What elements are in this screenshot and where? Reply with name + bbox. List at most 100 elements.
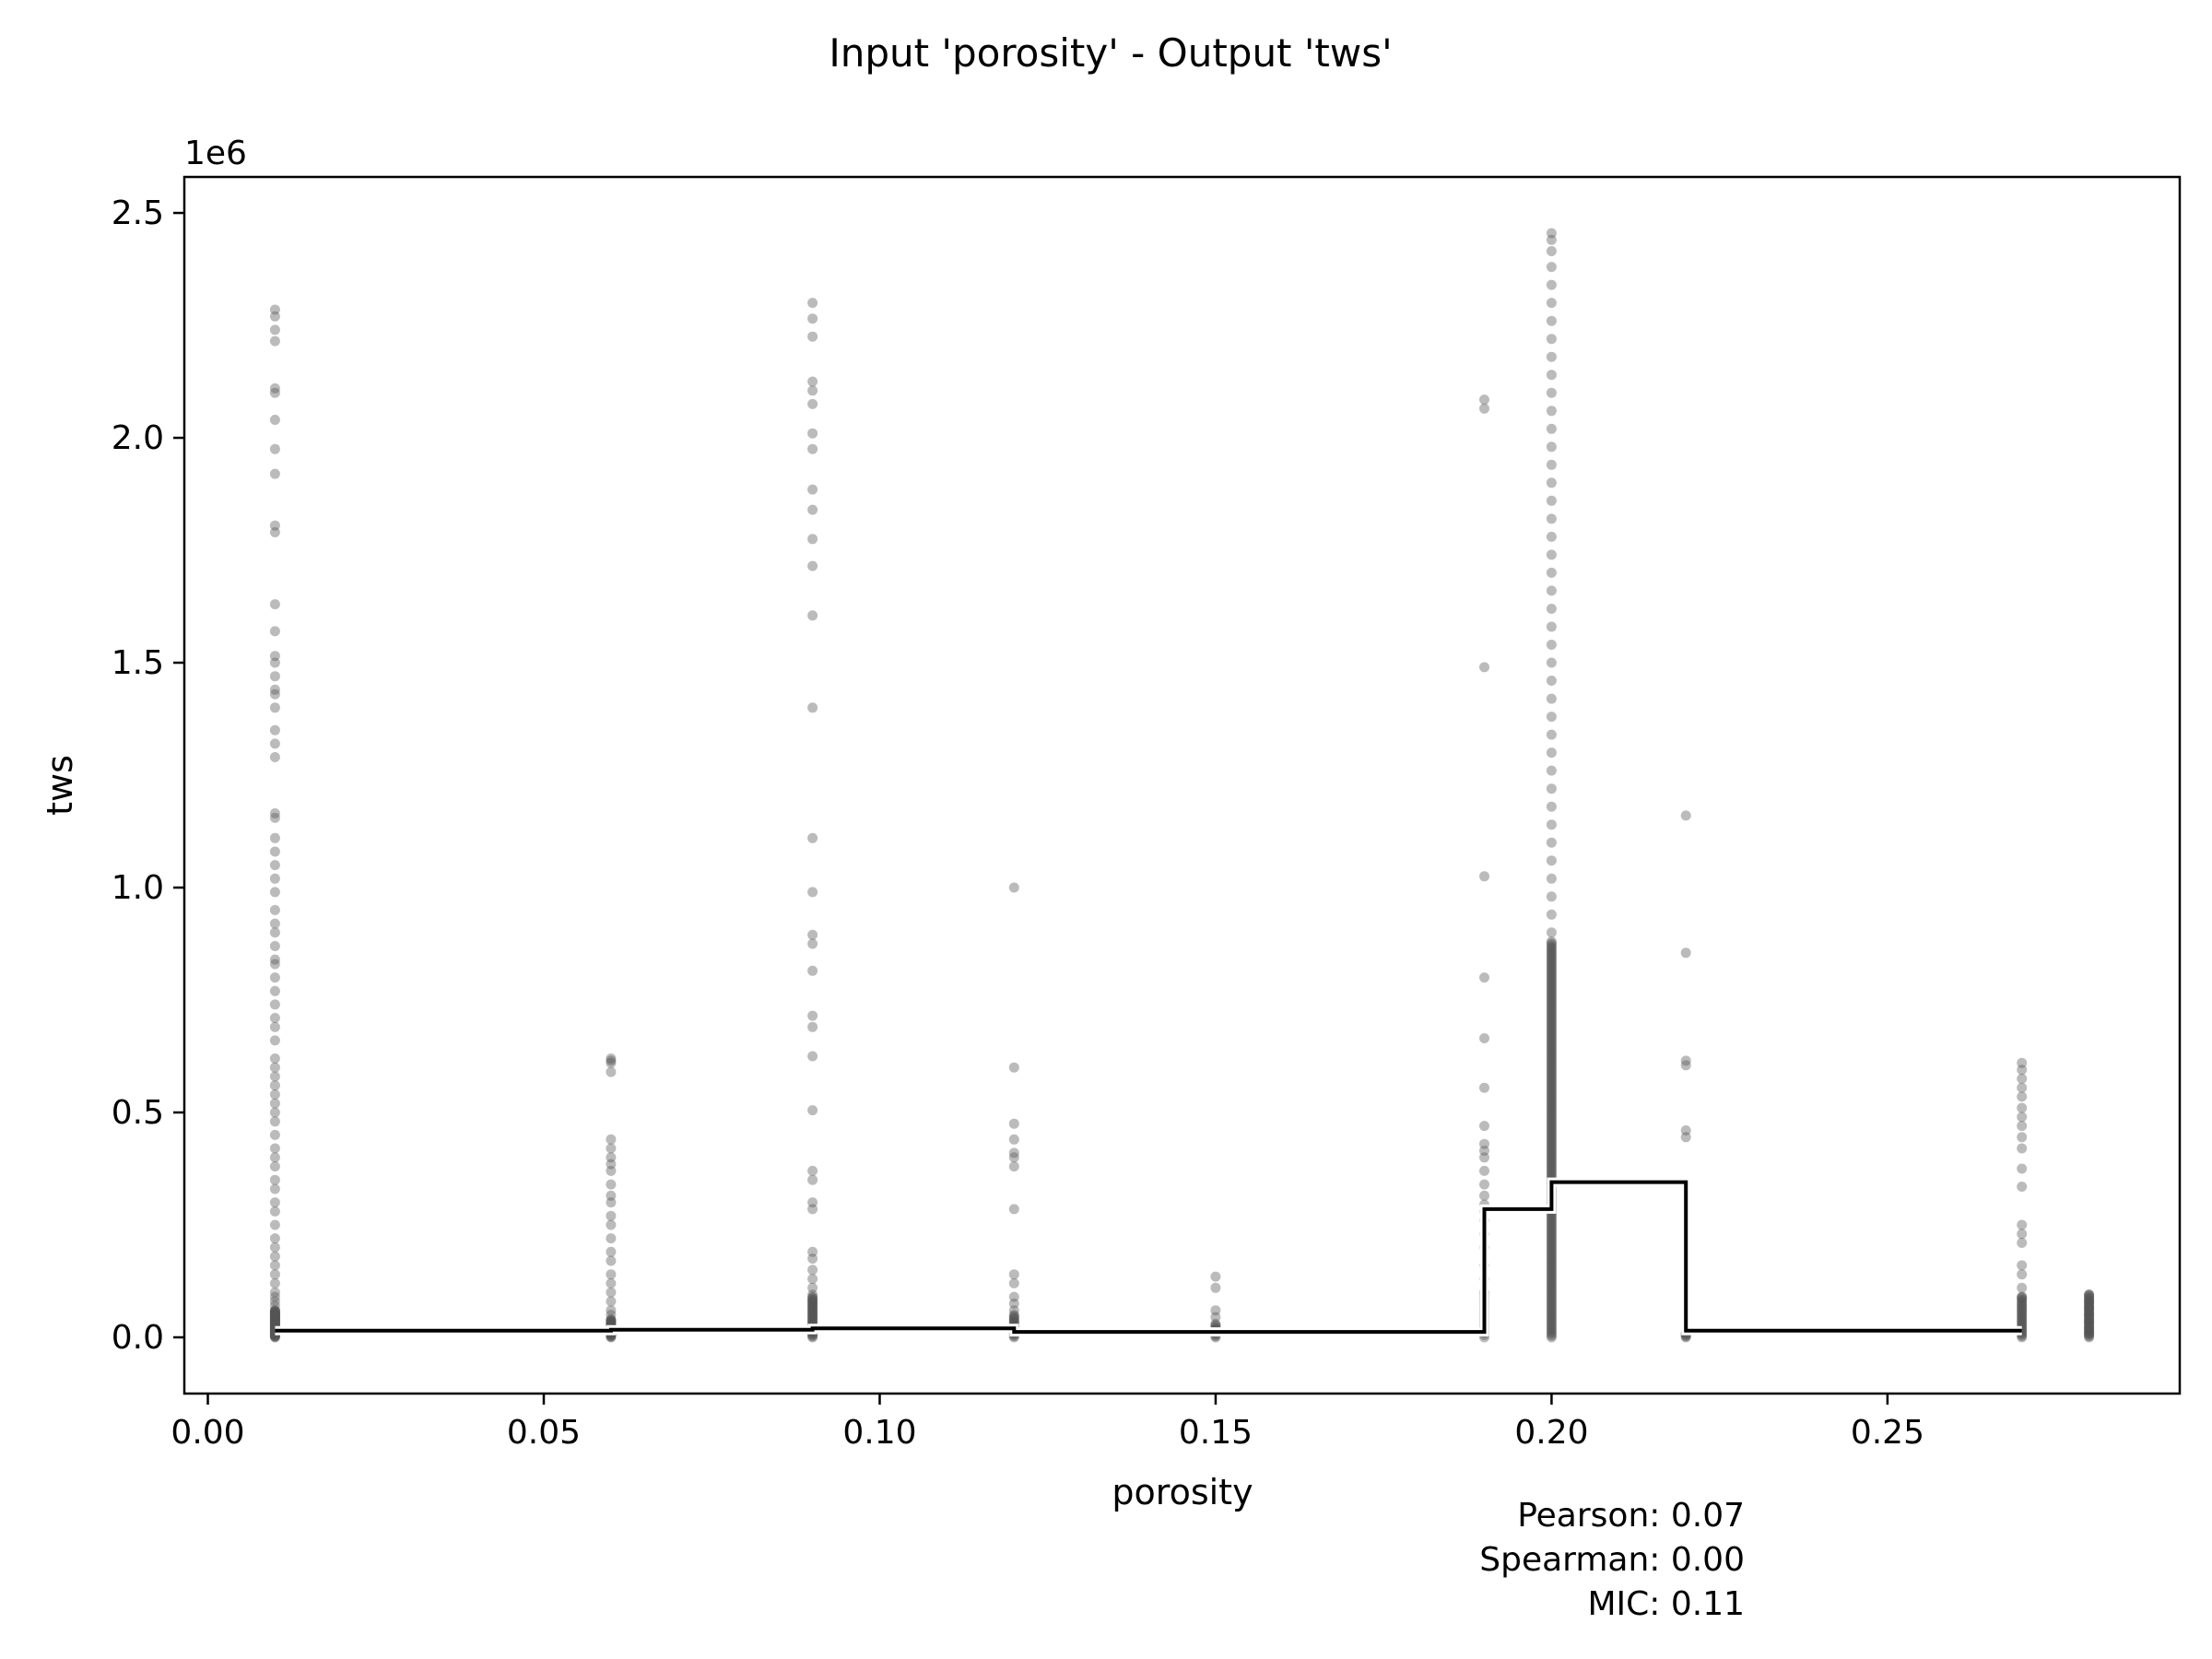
- scatter-point: [1546, 1288, 1557, 1300]
- scatter-point: [606, 1233, 617, 1244]
- mean-step-line: [275, 1180, 2022, 1335]
- scatter-point: [1546, 1282, 1557, 1293]
- scatter-point: [269, 1197, 280, 1208]
- scatter-point: [1546, 1317, 1557, 1328]
- scatter-point: [1546, 1263, 1557, 1273]
- scatter-point: [269, 724, 280, 735]
- scatter-point: [1546, 1136, 1557, 1147]
- scatter-point: [1008, 1062, 1019, 1073]
- scatter-column: [1546, 228, 1557, 1343]
- scatter-point: [807, 560, 818, 571]
- scatter-point: [1546, 1037, 1557, 1048]
- scatter-point: [606, 1316, 617, 1326]
- scatter-point: [1546, 1238, 1557, 1249]
- scatter-point: [1546, 1228, 1557, 1239]
- scatter-point: [269, 1307, 280, 1318]
- scatter-point: [807, 1204, 818, 1215]
- scatter-point: [807, 398, 818, 409]
- scatter-point: [606, 1165, 617, 1176]
- scatter-point: [2017, 1316, 2028, 1327]
- scatter-point: [1546, 1153, 1557, 1164]
- scatter-point: [807, 887, 818, 898]
- y-tick-label: 2.5: [112, 194, 164, 232]
- scatter-point: [1008, 1147, 1019, 1159]
- scatter-point: [269, 1311, 280, 1322]
- scatter-point: [1546, 1128, 1557, 1139]
- scatter-point: [269, 1152, 280, 1163]
- scatter-point: [1546, 1280, 1557, 1291]
- scatter-point: [2084, 1291, 2095, 1302]
- x-tick-label: 0.00: [171, 1414, 244, 1452]
- scatter-point: [807, 610, 818, 621]
- scatter-point: [807, 313, 818, 324]
- scatter-point: [1546, 1035, 1557, 1046]
- scatter-point: [1546, 712, 1557, 723]
- scatter-point: [269, 1241, 280, 1253]
- scatter-point: [2084, 1313, 2095, 1324]
- scatter-point: [1546, 729, 1557, 740]
- scatter-point: [1546, 1261, 1557, 1272]
- scatter-point: [2017, 1291, 2028, 1302]
- scatter-point: [807, 1291, 818, 1302]
- scatter-point: [269, 1306, 280, 1317]
- scatter-point: [2084, 1290, 2095, 1301]
- scatter-point: [269, 1309, 280, 1320]
- y-tick-label: 0.0: [112, 1319, 164, 1357]
- scatter-point: [2017, 1301, 2028, 1312]
- scatter-point: [269, 1314, 280, 1325]
- scatter-point: [2084, 1318, 2095, 1328]
- scatter-point: [2084, 1332, 2095, 1343]
- scatter-point: [1546, 549, 1557, 560]
- scatter-point: [1546, 958, 1557, 969]
- scatter-point: [807, 1300, 818, 1311]
- scatter-point: [2017, 1073, 2028, 1084]
- scatter-point: [1546, 262, 1557, 273]
- scatter-point: [1008, 1291, 1019, 1302]
- scatter-point: [1546, 1214, 1557, 1225]
- scatter-point: [1546, 406, 1557, 417]
- scatter-point: [1546, 1084, 1557, 1094]
- scatter-point: [1479, 1121, 1489, 1132]
- scatter-point: [1210, 1312, 1221, 1323]
- scatter-point: [1546, 909, 1557, 920]
- scatter-point: [2084, 1316, 2095, 1327]
- scatter-point: [1546, 1039, 1557, 1050]
- scatter-point: [807, 1265, 818, 1276]
- scatter-point: [2017, 1293, 2028, 1304]
- scatter-point: [1546, 1034, 1557, 1045]
- scatter-point: [269, 832, 280, 843]
- scatter-point: [1546, 1242, 1557, 1253]
- y-tick-label: 2.0: [112, 419, 164, 457]
- scatter-point: [2084, 1312, 2095, 1324]
- scatter-point: [807, 376, 818, 387]
- scatter-point: [1546, 1057, 1557, 1068]
- scatter-point: [269, 738, 280, 749]
- scatter-point: [1546, 986, 1557, 996]
- scatter-point: [807, 1300, 818, 1312]
- scatter-point: [1546, 1002, 1557, 1013]
- scatter-point: [1546, 1088, 1557, 1100]
- scatter-point: [1546, 837, 1557, 848]
- x-axis: 0.00 0.05 0.10 0.15 0.20 0.25: [171, 1394, 1924, 1452]
- scatter-point: [807, 1051, 818, 1062]
- x-tick-label: 0.20: [1514, 1414, 1588, 1452]
- scatter-point: [269, 626, 280, 637]
- scatter-point: [2084, 1293, 2095, 1304]
- scatter-point: [807, 1314, 818, 1325]
- scatter-point: [1546, 1120, 1557, 1131]
- scatter-point: [807, 1306, 818, 1317]
- scatter-point: [1546, 1309, 1557, 1320]
- scatter-point: [1546, 1099, 1557, 1110]
- scatter-point: [2017, 1065, 2028, 1076]
- scatter-point: [1546, 1022, 1557, 1033]
- scatter-point: [1546, 1076, 1557, 1086]
- scatter-point: [1546, 1140, 1557, 1151]
- scatter-point: [807, 1274, 818, 1285]
- scatter-point: [1546, 370, 1557, 381]
- scatter-point: [1546, 949, 1557, 960]
- scatter-point: [1546, 1279, 1557, 1289]
- scatter-point: [606, 1296, 617, 1307]
- scatter-point: [807, 428, 818, 439]
- scatter-point: [807, 1253, 818, 1265]
